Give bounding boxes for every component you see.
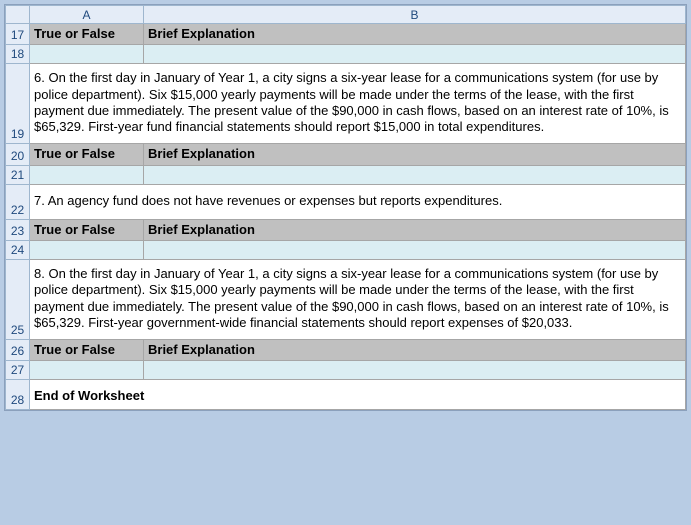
- cell-B26[interactable]: Brief Explanation: [144, 340, 686, 361]
- cell-B17[interactable]: Brief Explanation: [144, 24, 686, 45]
- cell-B21[interactable]: [144, 165, 686, 184]
- row-number[interactable]: 20: [6, 144, 30, 165]
- row-24: 24: [6, 241, 686, 260]
- row-28: 28 End of Worksheet: [6, 380, 686, 409]
- cell-question-6[interactable]: 6. On the first day in January of Year 1…: [30, 64, 686, 144]
- row-number[interactable]: 28: [6, 380, 30, 409]
- row-23: 23 True or False Brief Explanation: [6, 219, 686, 240]
- row-number[interactable]: 18: [6, 45, 30, 64]
- row-19: 19 6. On the first day in January of Yea…: [6, 64, 686, 144]
- cell-B18[interactable]: [144, 45, 686, 64]
- row-number[interactable]: 17: [6, 24, 30, 45]
- cell-question-8[interactable]: 8. On the first day in January of Year 1…: [30, 260, 686, 340]
- cell-A18[interactable]: [30, 45, 144, 64]
- col-header-A[interactable]: A: [30, 6, 144, 24]
- row-25: 25 8. On the first day in January of Yea…: [6, 260, 686, 340]
- cell-A24[interactable]: [30, 241, 144, 260]
- row-22: 22 7. An agency fund does not have reven…: [6, 184, 686, 219]
- spreadsheet: A B 17 True or False Brief Explanation 1…: [4, 4, 687, 411]
- row-21: 21: [6, 165, 686, 184]
- cell-end-of-worksheet[interactable]: End of Worksheet: [30, 380, 686, 409]
- row-20: 20 True or False Brief Explanation: [6, 144, 686, 165]
- row-27: 27: [6, 361, 686, 380]
- corner-cell[interactable]: [6, 6, 30, 24]
- row-number[interactable]: 24: [6, 241, 30, 260]
- row-number[interactable]: 19: [6, 64, 30, 144]
- cell-B24[interactable]: [144, 241, 686, 260]
- cell-A27[interactable]: [30, 361, 144, 380]
- grid: A B 17 True or False Brief Explanation 1…: [5, 5, 686, 410]
- column-header-row: A B: [6, 6, 686, 24]
- row-number[interactable]: 25: [6, 260, 30, 340]
- cell-question-7[interactable]: 7. An agency fund does not have revenues…: [30, 184, 686, 219]
- cell-A17[interactable]: True or False: [30, 24, 144, 45]
- cell-B23[interactable]: Brief Explanation: [144, 219, 686, 240]
- row-18: 18: [6, 45, 686, 64]
- row-26: 26 True or False Brief Explanation: [6, 340, 686, 361]
- cell-A26[interactable]: True or False: [30, 340, 144, 361]
- cell-A23[interactable]: True or False: [30, 219, 144, 240]
- cell-B27[interactable]: [144, 361, 686, 380]
- row-number[interactable]: 21: [6, 165, 30, 184]
- cell-A20[interactable]: True or False: [30, 144, 144, 165]
- row-number[interactable]: 26: [6, 340, 30, 361]
- row-number[interactable]: 22: [6, 184, 30, 219]
- row-number[interactable]: 23: [6, 219, 30, 240]
- cell-A21[interactable]: [30, 165, 144, 184]
- cell-B20[interactable]: Brief Explanation: [144, 144, 686, 165]
- row-number[interactable]: 27: [6, 361, 30, 380]
- row-17: 17 True or False Brief Explanation: [6, 24, 686, 45]
- col-header-B[interactable]: B: [144, 6, 686, 24]
